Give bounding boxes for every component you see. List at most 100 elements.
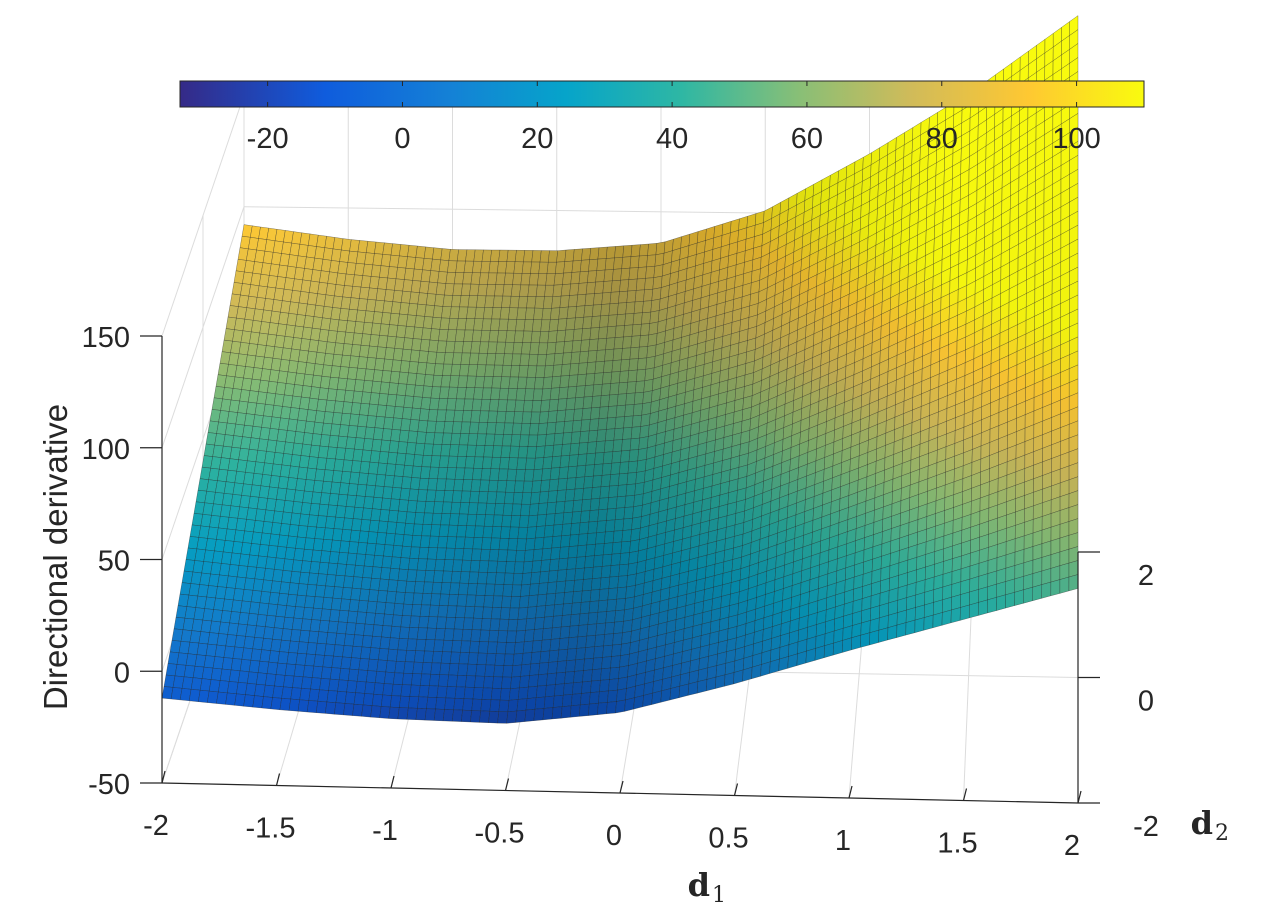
surface-patch [583,658,594,671]
surface-patch [441,570,453,583]
surface-patch [580,259,590,272]
surface-patch [896,622,907,638]
surface-patch [597,599,608,613]
surface-patch [530,261,541,274]
surface-patch [407,430,418,444]
surface-patch [519,353,530,366]
surface-patch [465,249,476,262]
surface-patch [448,249,459,262]
surface-patch [508,526,520,539]
surface-patch [507,538,518,551]
surface-patch [557,649,568,662]
surface-patch [498,538,510,551]
surface-patch [469,352,480,365]
surface-patch [489,618,501,631]
surface-patch [512,653,524,666]
surface-patch [473,387,484,400]
surface-patch [413,581,425,594]
surface-patch [602,554,613,567]
surface-patch [458,652,470,665]
surface-patch [400,545,412,559]
surface-patch [390,429,401,442]
surface-patch [343,703,355,716]
surface-patch [595,269,606,283]
surface-patch [397,707,409,720]
surface-patch [566,648,577,661]
surface-patch [542,536,554,550]
surface-patch [608,485,619,498]
surface-patch [642,692,653,708]
surface-patch [513,261,524,274]
surface-patch [265,673,277,687]
surface-patch [621,529,632,543]
surface-patch [320,608,332,622]
surface-patch [553,352,564,366]
surface-patch [516,698,528,712]
surface-patch [392,545,403,558]
surface-patch [392,475,404,489]
surface-patch [429,270,440,283]
surface-patch [572,328,583,342]
surface-patch [552,284,563,297]
surface-patch [860,632,871,648]
x-tick-label: 2 [1064,830,1080,862]
surface-patch [479,549,491,562]
surface-patch [579,703,590,717]
y-tick-label: 2 [1138,560,1154,592]
surface-patch [612,439,623,452]
surface-patch [563,420,574,434]
surface-patch [551,295,562,309]
surface-patch [479,272,490,285]
surface-patch [594,634,605,647]
surface-patch [421,327,432,341]
surface-patch [440,444,451,457]
surface-patch [502,584,513,597]
surface-patch [522,480,533,493]
surface-patch [630,426,641,439]
surface-patch [619,461,630,475]
surface-patch [589,691,600,705]
surface-patch [487,272,498,285]
surface-patch [372,555,384,568]
surface-patch [473,249,484,262]
surface-patch [562,694,573,707]
surface-patch [538,261,549,274]
surface-patch [620,450,631,463]
surface-patch [399,626,410,639]
surface-patch [476,433,487,446]
surface-patch [456,387,467,400]
surface-patch [467,583,478,596]
surface-patch [996,581,1006,598]
surface-patch [580,510,591,523]
surface-patch [404,268,415,281]
surface-patch [514,399,525,412]
surface-patch [644,277,654,290]
surface-patch [263,626,275,640]
surface-patch [646,254,657,268]
surface-patch [504,342,515,355]
surface-patch [623,608,634,622]
surface-patch [620,642,631,656]
surface-patch [414,442,426,456]
surface-patch [537,673,548,687]
surface-patch [557,318,568,331]
surface-patch [978,599,988,616]
surface-patch [585,281,596,295]
surface-patch [589,327,600,340]
surface-patch [640,323,650,336]
surface-patch [443,421,454,434]
surface-patch [349,657,361,670]
surface-patch [628,267,639,280]
surface-patch [687,681,699,696]
surface-patch [362,693,374,706]
surface-patch [456,675,467,688]
x-tick-label: 1.5 [937,828,977,860]
x-tick-mark [390,775,395,789]
surface-patch [578,271,589,284]
surface-patch [588,258,599,272]
surface-patch [499,307,510,320]
colorbar-tick-label: 20 [521,123,553,155]
surface-patch [418,478,430,491]
surface-patch [1041,554,1052,572]
surface-patch [485,353,497,366]
